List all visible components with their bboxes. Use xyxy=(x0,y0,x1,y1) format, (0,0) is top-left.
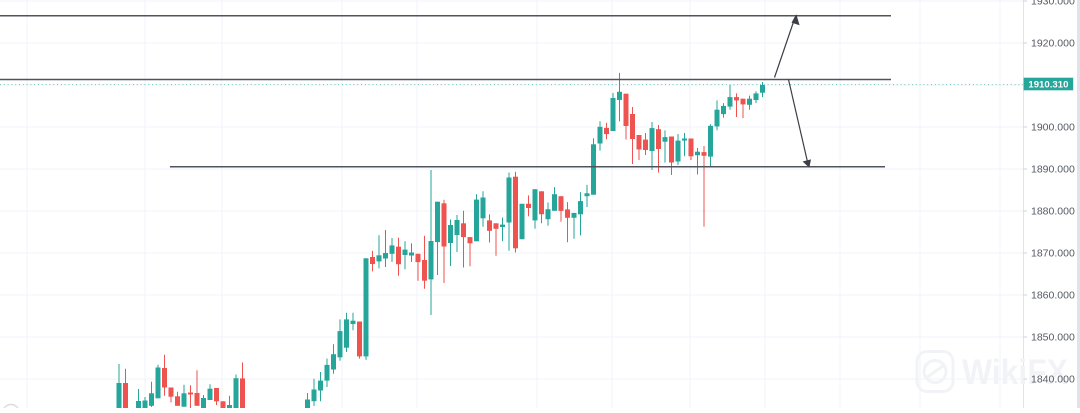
svg-text:1880.000: 1880.000 xyxy=(1031,206,1075,218)
svg-text:1870.000: 1870.000 xyxy=(1031,248,1075,260)
svg-text:1930.000: 1930.000 xyxy=(1031,0,1075,8)
svg-text:1840.000: 1840.000 xyxy=(1031,374,1075,386)
svg-text:WikiFX: WikiFX xyxy=(962,353,1069,392)
svg-text:1920.000: 1920.000 xyxy=(1031,38,1075,50)
svg-text:1850.000: 1850.000 xyxy=(1031,332,1075,344)
svg-text:1860.000: 1860.000 xyxy=(1031,290,1075,302)
svg-text:1900.000: 1900.000 xyxy=(1031,122,1075,134)
svg-text:1890.000: 1890.000 xyxy=(1031,164,1075,176)
svg-text:1910.310: 1910.310 xyxy=(1028,80,1068,91)
